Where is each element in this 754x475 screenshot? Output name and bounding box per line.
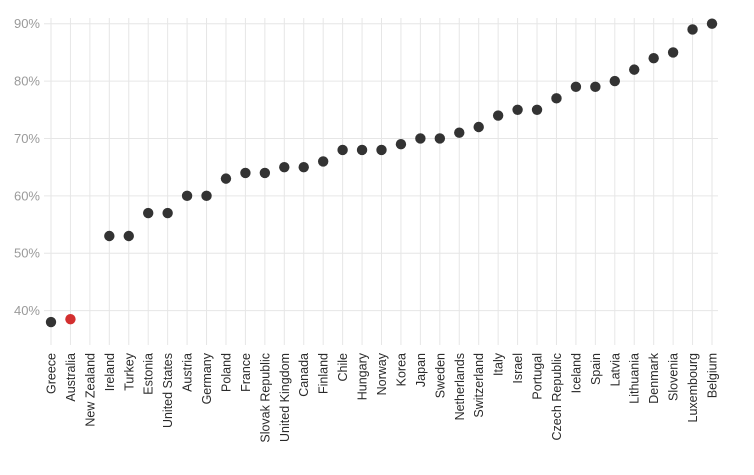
data-point-chile [337, 144, 348, 156]
y-tick-label: 70% [14, 131, 40, 146]
x-tick-label: Latvia [608, 353, 622, 386]
x-tick-label: Netherlands [453, 353, 467, 420]
data-point-norway [376, 144, 387, 156]
data-point-germany [201, 190, 212, 202]
data-point-israel [512, 104, 523, 115]
data-point-slovak-republic [259, 167, 271, 179]
data-point-turkey [123, 230, 134, 242]
x-tick-label: New Zealand [83, 353, 97, 427]
x-tick-label: Estonia [142, 353, 156, 395]
x-tick-label: Australia [64, 353, 78, 402]
x-tick-label: Greece [45, 353, 59, 394]
x-tick-label: Poland [219, 353, 233, 392]
x-tick-label: Sweden [433, 353, 447, 398]
data-point-portugal [531, 104, 543, 115]
data-point-belgium [706, 18, 718, 29]
data-point-canada [298, 161, 309, 173]
data-point-latvia [609, 75, 620, 87]
x-tick-label: Korea [394, 353, 408, 386]
x-tick-label: Spain [589, 353, 603, 385]
x-tick-label: Iceland [569, 353, 583, 393]
data-point-netherlands [454, 127, 465, 138]
data-point-luxembourg [687, 24, 698, 35]
x-tick-label: France [239, 353, 253, 392]
data-point-ireland [104, 230, 115, 242]
y-tick-label: 60% [14, 188, 40, 203]
data-point-australia [65, 313, 76, 325]
x-tick-label: Norway [375, 352, 389, 395]
x-tick-label: Austria [181, 353, 195, 392]
x-tick-label: Finland [317, 353, 331, 394]
data-point-spain [590, 81, 601, 93]
x-tick-label: Denmark [647, 352, 661, 403]
x-tick-label: Slovak Republic [258, 353, 272, 443]
y-tick-label: 50% [14, 246, 40, 261]
gridlines [44, 18, 718, 345]
x-tick-label: United Kingdom [278, 353, 292, 442]
y-tick-label: 80% [14, 74, 40, 89]
data-point-france [240, 167, 251, 179]
x-tick-label: Czech Republic [550, 353, 564, 441]
x-axis-tick-labels: Greece Australia New Zealand Ireland Turkey E… [45, 352, 720, 442]
x-tick-label: Hungary [356, 352, 370, 400]
data-point-slovenia [667, 47, 679, 58]
data-point-sweden [434, 133, 446, 144]
data-point-korea [395, 139, 407, 150]
x-tick-label: Belgium [706, 353, 720, 398]
data-point-estonia [143, 207, 154, 219]
data-point-denmark [648, 52, 659, 64]
y-tick-label: 90% [14, 16, 40, 31]
x-tick-label: Japan [414, 353, 428, 387]
data-point-greece [45, 316, 57, 328]
x-tick-label: Switzerland [472, 353, 486, 418]
x-tick-label: Slovenia [667, 353, 681, 401]
data-point-poland [220, 173, 232, 184]
data-point-finland [317, 156, 329, 167]
y-tick-label: 40% [14, 303, 40, 318]
data-point-iceland [570, 81, 582, 93]
data-point-switzerland [473, 121, 484, 133]
x-tick-label: Italy [492, 352, 506, 376]
data-point-lithuania [629, 64, 640, 75]
data-point-united-states [162, 207, 173, 219]
x-tick-label: Luxembourg [686, 353, 700, 423]
x-tick-label: Portugal [531, 353, 545, 400]
x-tick-label: Canada [297, 353, 311, 397]
data-point-united-kingdom [279, 161, 290, 173]
data-point-austria [181, 190, 193, 202]
x-tick-label: Turkey [122, 352, 136, 390]
data-point-japan [415, 133, 426, 144]
x-tick-label: Lithuania [628, 353, 642, 404]
x-tick-label: Chile [336, 353, 350, 382]
x-tick-label: Ireland [103, 353, 117, 391]
data-point-italy [492, 110, 504, 121]
data-point-czech-republic [551, 93, 562, 104]
x-tick-label: Israel [511, 353, 525, 384]
x-tick-label: United States [161, 353, 175, 428]
data-points [45, 18, 718, 328]
y-axis-tick-labels: 40% 50% 60% 70% 80% 90% [14, 16, 40, 318]
data-point-hungary [356, 144, 368, 156]
x-tick-label: Germany [200, 352, 214, 404]
